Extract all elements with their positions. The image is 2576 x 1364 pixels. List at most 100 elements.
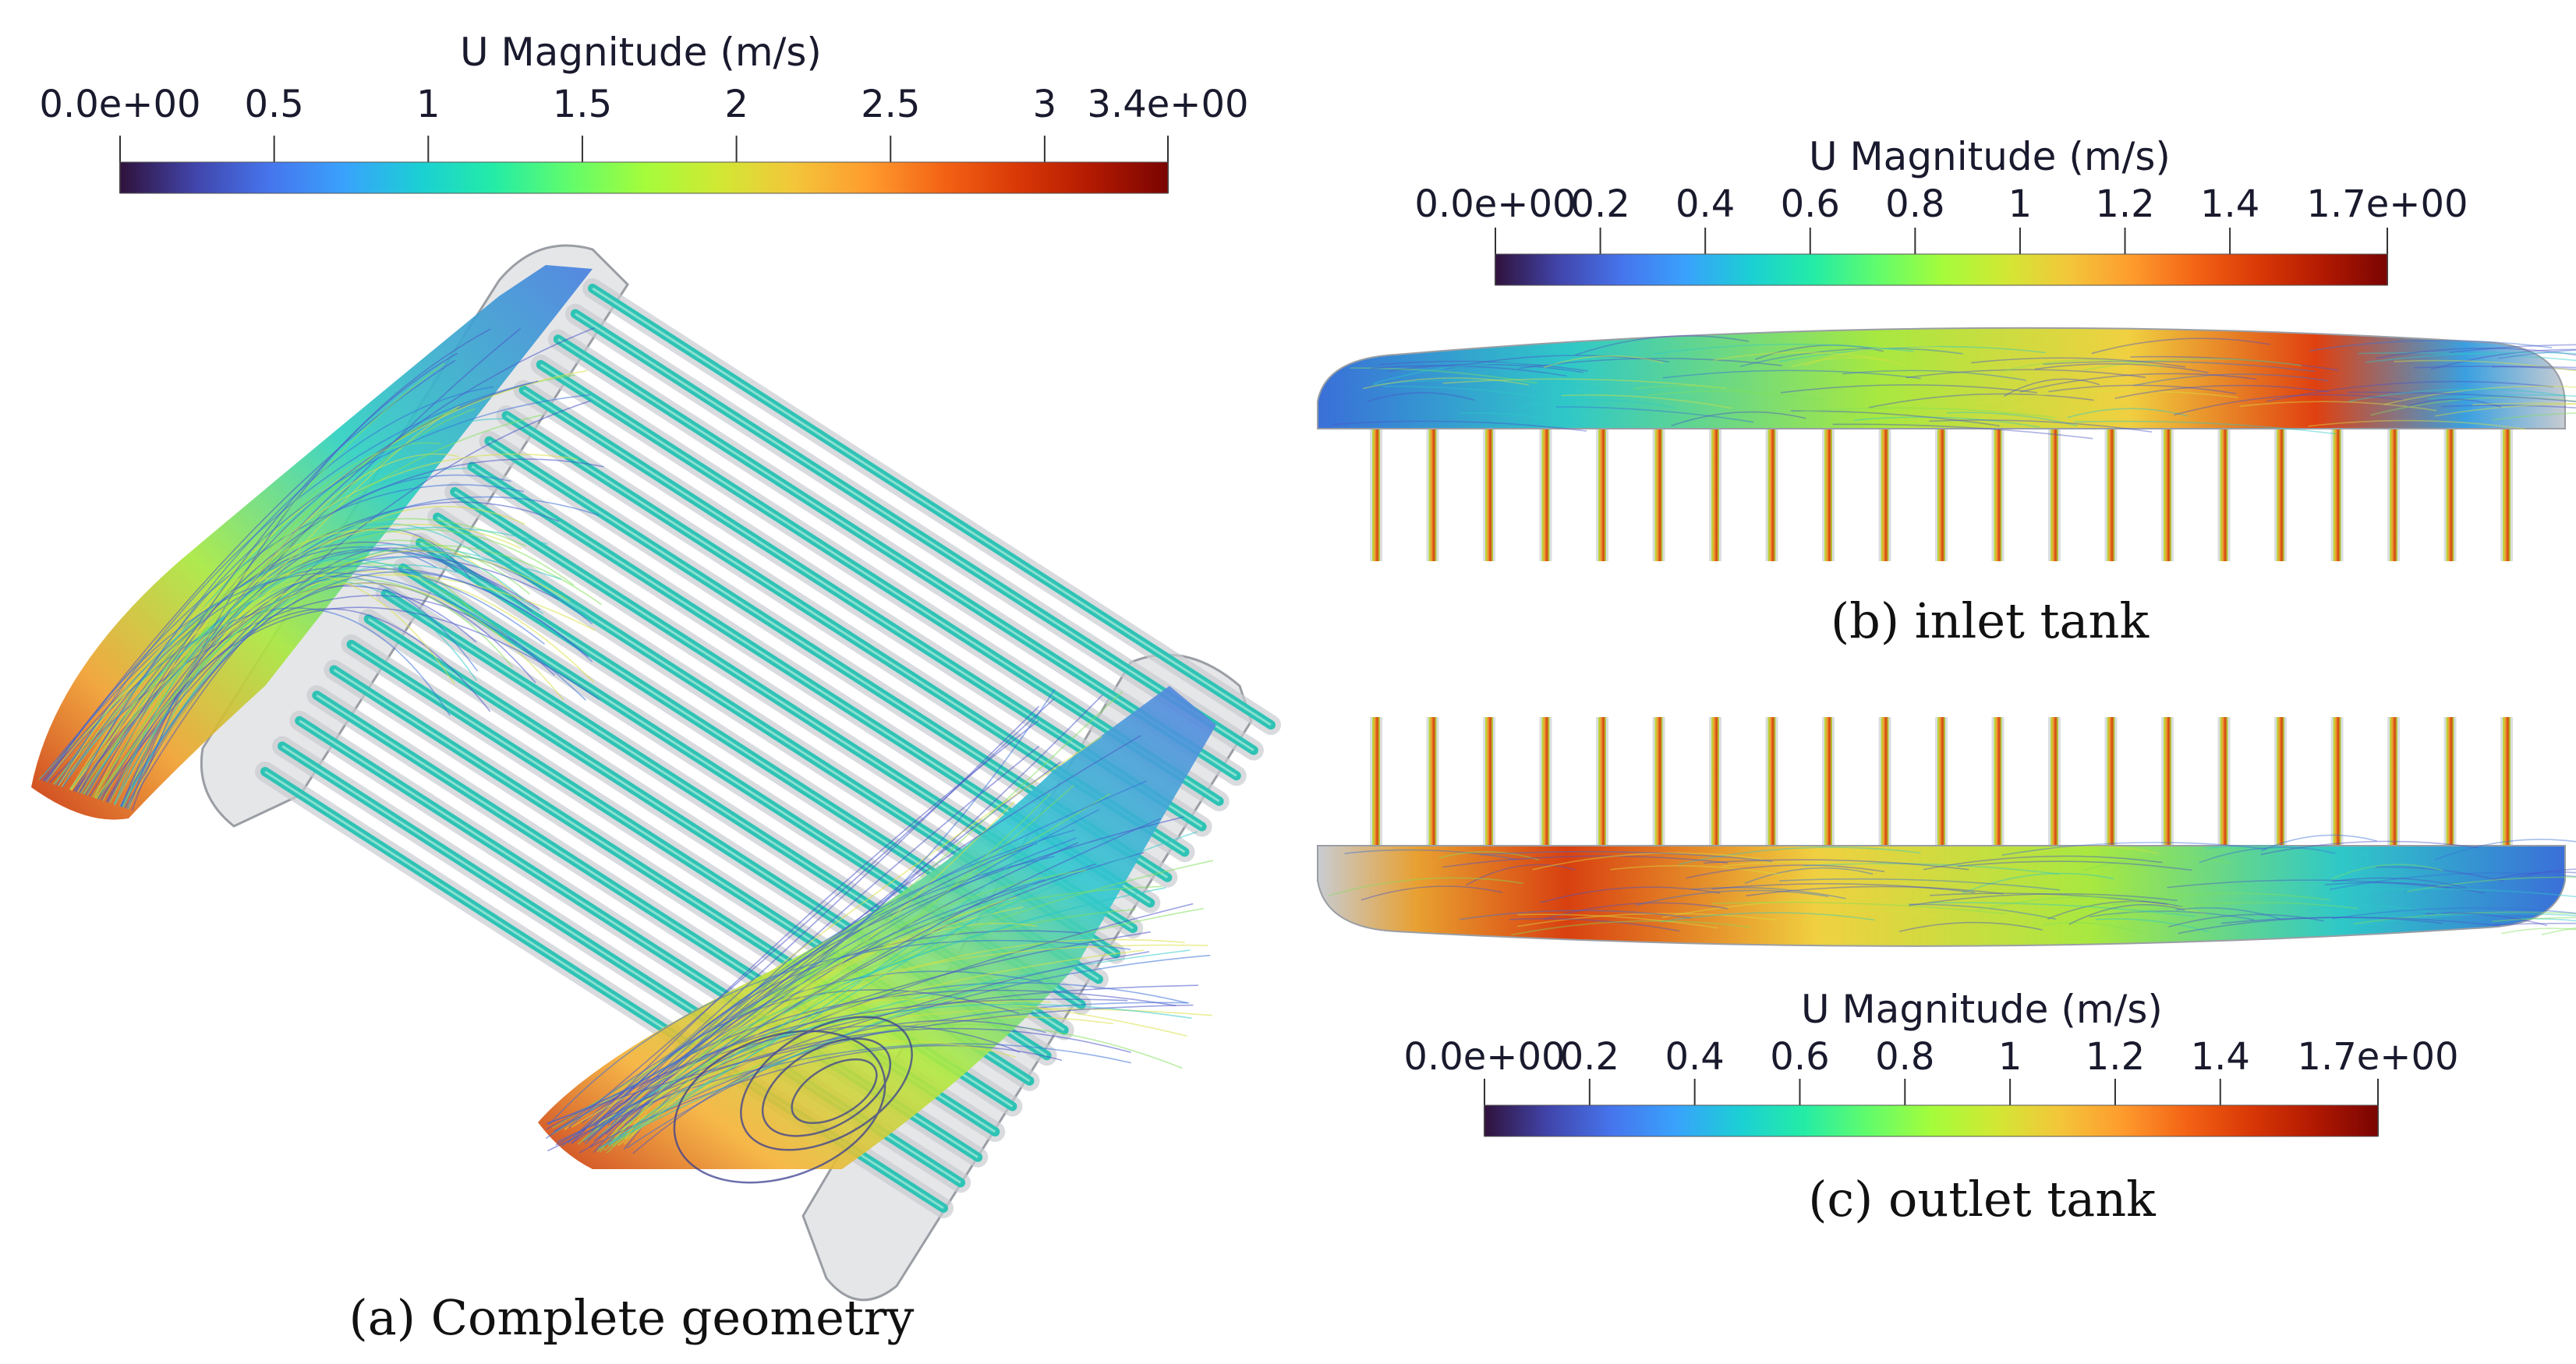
panel-b-streamline	[2384, 385, 2576, 405]
panel-b-tube-flow	[1937, 405, 1945, 561]
panel-b-streamline	[1854, 416, 2040, 428]
panel-c-tube-flow	[2107, 717, 2115, 865]
panel-c-streamline	[1610, 864, 1782, 876]
panel-c-streamline	[1480, 850, 1773, 862]
panel-b-streamline	[2414, 366, 2576, 370]
panel-a-tube-highlight	[592, 287, 1272, 726]
panel-a-streamline	[607, 831, 1198, 1147]
panel-b-streamline	[1800, 407, 2056, 419]
panel-a-streamline	[603, 1023, 1183, 1151]
panel-b-streamline	[1371, 365, 1567, 377]
panel-c-caption: (c) outlet tank	[1808, 1171, 2156, 1228]
panel-c-colorbar-tick-label: 1.4	[2191, 1035, 2250, 1079]
panel-c-streamline	[1532, 852, 1762, 871]
panel-a-streamline	[94, 414, 543, 799]
panel-c-streamline	[2309, 905, 2450, 917]
panel-b-streamline	[2266, 380, 2554, 402]
panel-a-streamline	[119, 571, 593, 807]
panel-a-streamline	[577, 860, 1214, 1145]
panel-a-inlet-streamlines	[38, 327, 604, 811]
panel-b-streamline	[1383, 385, 1567, 402]
panel-c-streamline	[2353, 911, 2576, 925]
panel-a-streamline	[606, 907, 1205, 1154]
panel-c-tube-flow	[1372, 717, 1380, 865]
panel-c-streamline	[1686, 864, 1885, 879]
panel-a-streamline	[582, 989, 1177, 1124]
panel-c-streamline	[1978, 896, 2176, 911]
panel-c-streamline	[2021, 845, 2159, 856]
panel-c-tubes	[1370, 717, 2513, 865]
panel-c-colorbar-tick-label: 1.2	[2086, 1035, 2145, 1079]
panel-b-streamline	[1442, 378, 1727, 390]
panel-c-colorbar-tick-label: 0.4	[1665, 1035, 1724, 1079]
panel-b-streamline	[1929, 419, 2153, 433]
panel-a-streamline	[106, 608, 491, 803]
panel-c-streamline	[2541, 927, 2576, 936]
panel-c-streamline	[1930, 892, 2168, 905]
panel-c-streamline	[1438, 851, 1540, 861]
panel-c-streamline	[1721, 860, 1936, 872]
panel-b-streamline	[2308, 419, 2525, 430]
panel-a-streamline	[595, 998, 1128, 1126]
panel-b-streamline	[1779, 345, 2046, 362]
panel-c-tank-body	[1317, 845, 2566, 947]
panel-c-streamline	[2493, 922, 2576, 926]
panel-b-streamline	[2347, 391, 2576, 403]
panel-a-streamline	[545, 879, 1046, 1140]
panel-c-colorbar-bar	[1484, 1104, 2379, 1137]
panel-b-streamline	[2429, 394, 2576, 400]
panel-b-tube-flow	[1711, 405, 1719, 561]
panel-b-tube-flow	[1654, 405, 1663, 561]
panel-c-tube-flow	[2333, 717, 2341, 865]
panel-b-streamline	[2067, 408, 2189, 419]
panel-b-streamline	[1790, 410, 2001, 427]
panel-c-streamline	[2082, 856, 2231, 872]
panel-b-tube-flow	[1428, 405, 1437, 561]
panel-a-colorbar-tick-label: 3	[1033, 83, 1057, 126]
panel-c-tube-flow	[1428, 717, 1437, 865]
panel-b-streamline	[2348, 388, 2566, 402]
panel-a-streamline	[593, 818, 1162, 1142]
panel-c-tube-flow	[2051, 717, 2058, 865]
panel-c-streamline	[1442, 855, 1728, 868]
panel-c-streamline	[2330, 872, 2576, 890]
panel-b-streamline	[2114, 384, 2330, 399]
panel-c-colorbar-title: U Magnitude (m/s)	[1801, 987, 2163, 1032]
panel-c-streamline	[2095, 918, 2209, 933]
panel-c-streamline	[1746, 885, 2004, 897]
panel-b-streamline	[2434, 403, 2576, 417]
panel-a-streamline	[568, 698, 1056, 1129]
panel-b-streamline	[2083, 358, 2302, 371]
panel-c-streamline	[2260, 834, 2377, 852]
panel-b-streamline	[1671, 411, 1806, 427]
panel-a-caption: (a) Complete geometry	[349, 1289, 915, 1346]
panel-c-streamline	[2375, 866, 2504, 882]
panel-a-streamline	[547, 951, 1150, 1152]
panel-b-streamline	[2130, 355, 2339, 371]
panel-a-streamline	[105, 606, 600, 803]
panel-a-streamline	[121, 550, 593, 807]
panel-b-streamline	[2133, 373, 2329, 387]
panel-a-streamline	[113, 554, 562, 805]
panel-a-streamline	[617, 800, 1016, 1147]
panel-c-streamline	[1344, 849, 1518, 860]
panel-c-streamline	[2068, 903, 2185, 925]
panel-c-streamline	[1703, 859, 1969, 871]
panel-b-streamline	[1372, 379, 1604, 390]
panel-c-streamline	[1908, 903, 2057, 921]
panel-c-streamline	[2041, 921, 2142, 934]
panel-c-streamline	[1923, 855, 2163, 871]
panel-c-outlet-tank	[1317, 717, 2576, 947]
panel-a-streamline	[113, 558, 523, 805]
panel-a-streamline	[57, 382, 533, 786]
panel-c-streamline	[2001, 842, 2266, 856]
panel-b-colorbar-ticks: 0.0e+000.2 0.4 0.6 0.8 1 1.2 1.4 1.7e+00	[1414, 182, 2468, 285]
panel-b-colorbar-tick-label: 1.4	[2200, 182, 2259, 226]
panel-b-streamline	[2034, 363, 2209, 373]
panel-b-tube-flow	[2051, 405, 2058, 561]
panel-b-streamline	[1662, 369, 1921, 380]
panel-b-tube-flow	[1994, 405, 2002, 561]
panel-c-streamline	[2178, 917, 2443, 935]
panel-b-streamline	[1979, 403, 2100, 419]
